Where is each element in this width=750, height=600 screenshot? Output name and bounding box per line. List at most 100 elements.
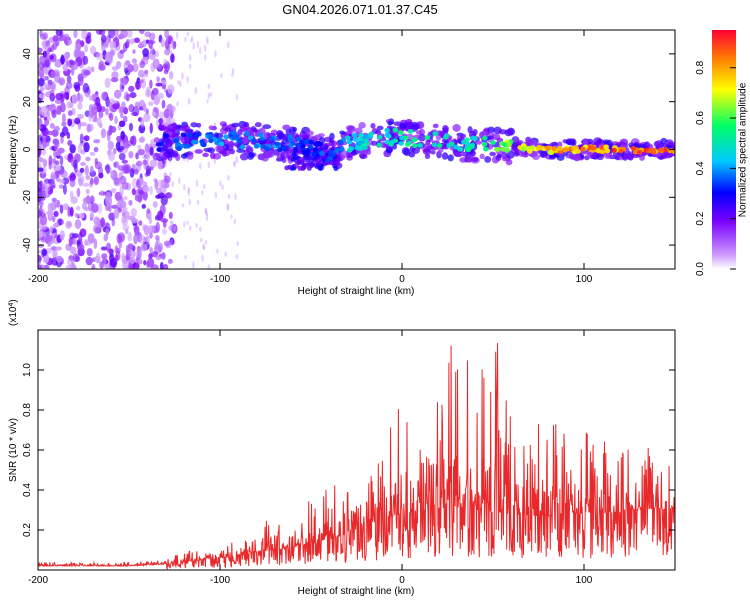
noise-cell bbox=[164, 30, 169, 39]
noise-cell bbox=[92, 117, 99, 123]
noise-cell bbox=[231, 72, 234, 77]
noise-cell bbox=[82, 82, 89, 94]
noise-cell bbox=[169, 237, 175, 246]
noise-cell bbox=[154, 50, 159, 58]
ridge-core-cell bbox=[470, 135, 476, 141]
noise-cell bbox=[148, 253, 153, 260]
noise-cell bbox=[129, 38, 135, 45]
ridge-core-cell bbox=[358, 132, 364, 138]
noise-cell bbox=[44, 68, 48, 76]
noise-cell bbox=[142, 186, 150, 193]
noise-cell bbox=[58, 77, 66, 86]
noise-cell bbox=[103, 233, 109, 242]
noise-cell bbox=[144, 143, 150, 154]
ridge-cell bbox=[202, 152, 209, 158]
noise-cell bbox=[138, 124, 146, 134]
noise-cell bbox=[145, 165, 152, 175]
ridge-cell bbox=[453, 152, 462, 157]
noise-cell bbox=[45, 234, 53, 242]
noise-cell bbox=[146, 257, 155, 268]
noise-cell bbox=[195, 222, 198, 229]
noise-cell bbox=[149, 247, 153, 254]
ridge-cell bbox=[297, 165, 303, 171]
ridge-cell bbox=[162, 126, 171, 132]
ridge-cell bbox=[208, 125, 214, 131]
noise-cell bbox=[226, 204, 230, 212]
noise-cell bbox=[148, 32, 156, 41]
ridge-cell bbox=[280, 152, 286, 161]
noise-cell bbox=[58, 184, 65, 189]
ridge-cell bbox=[422, 148, 432, 155]
ridge-core-cell bbox=[363, 134, 369, 140]
ridge-core-cell bbox=[190, 139, 197, 145]
noise-cell bbox=[149, 159, 158, 168]
colorbar-tick-label: 0.8 bbox=[695, 60, 706, 74]
ridge-core-cell bbox=[376, 142, 383, 148]
colorbar-tick-label: 0.2 bbox=[695, 211, 706, 225]
noise-cell bbox=[181, 72, 184, 80]
ridge-core-cell bbox=[330, 151, 336, 157]
noise-cell bbox=[158, 118, 164, 124]
ridge-core-cell bbox=[604, 148, 611, 154]
noise-cell bbox=[61, 126, 69, 136]
noise-cell bbox=[96, 116, 102, 127]
noise-cell bbox=[93, 176, 99, 186]
snr-line bbox=[38, 342, 675, 570]
noise-cell bbox=[78, 212, 85, 219]
noise-cell bbox=[51, 108, 57, 119]
noise-cell bbox=[137, 258, 143, 265]
ridge-cell bbox=[432, 123, 439, 129]
noise-cell bbox=[143, 225, 150, 236]
ridge-cell bbox=[482, 128, 490, 136]
noise-cell bbox=[221, 184, 224, 190]
noise-cell bbox=[89, 95, 94, 101]
noise-cell bbox=[135, 152, 139, 160]
snr-axes: -200 -100 0 100 0.2 0.4 0.6 0.8 1.0 bbox=[22, 330, 675, 586]
noise-cell bbox=[74, 219, 82, 230]
ridge-core-cell bbox=[251, 138, 258, 144]
ridge-core-cell bbox=[233, 133, 240, 139]
noise-cell bbox=[163, 240, 171, 247]
noise-cell bbox=[142, 190, 148, 201]
noise-cell bbox=[235, 93, 239, 101]
ridge-cell bbox=[260, 139, 267, 145]
noise-cell bbox=[100, 44, 106, 52]
noise-cell bbox=[131, 111, 139, 117]
ridge-core-cell bbox=[432, 131, 439, 137]
noise-cell bbox=[82, 55, 89, 65]
ridge-core-cell bbox=[431, 142, 438, 148]
noise-cell bbox=[233, 218, 237, 225]
ridge-core-cell bbox=[411, 137, 418, 142]
noise-cell bbox=[167, 258, 173, 264]
ridge-core-cell bbox=[490, 140, 496, 146]
noise-cell bbox=[95, 30, 103, 35]
noise-cell bbox=[63, 91, 70, 100]
ridge-core-cell bbox=[460, 139, 467, 145]
noise-cell bbox=[149, 122, 153, 134]
ridge-cell bbox=[387, 121, 394, 126]
ridge-core-cell bbox=[398, 141, 404, 146]
noise-cell bbox=[188, 64, 192, 69]
noise-cell bbox=[167, 180, 170, 188]
noise-cell bbox=[79, 122, 88, 127]
noise-cell bbox=[107, 248, 115, 254]
ridge-cell bbox=[310, 161, 316, 167]
noise-cell bbox=[234, 193, 237, 201]
noise-cell bbox=[121, 101, 126, 109]
snr-y-scale-close: ) bbox=[8, 300, 19, 303]
ridge-core-cell bbox=[264, 146, 270, 152]
noise-cell bbox=[204, 208, 208, 214]
ridge-core-cell bbox=[281, 145, 288, 151]
noise-cell bbox=[121, 181, 129, 190]
ridge-core-cell bbox=[186, 132, 193, 138]
ridge-core-cell bbox=[156, 147, 162, 152]
ridge-cell bbox=[663, 153, 673, 159]
noise-cell bbox=[168, 224, 174, 231]
y-tick-label: 40 bbox=[22, 48, 33, 60]
noise-cell bbox=[105, 163, 111, 175]
noise-cell bbox=[226, 203, 230, 211]
noise-cell bbox=[127, 243, 134, 250]
noise-cell bbox=[90, 66, 95, 73]
noise-cell bbox=[207, 83, 210, 90]
noise-cell bbox=[59, 55, 66, 65]
